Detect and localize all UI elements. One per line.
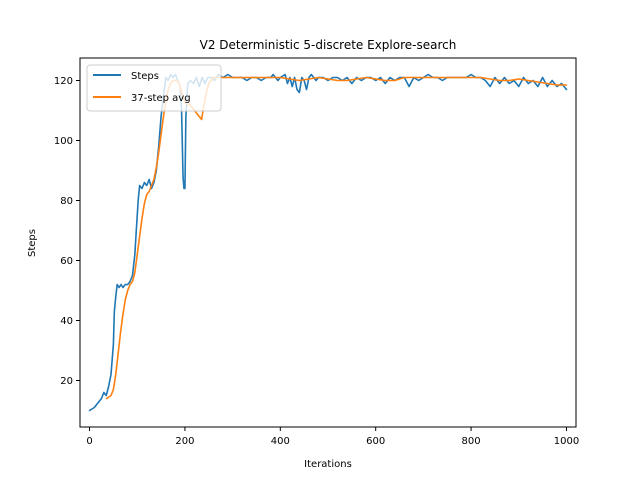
x-tick-label: 0 [86,436,92,447]
y-axis-label: Steps [27,229,38,257]
legend: Steps 37-step avg [86,64,222,112]
x-tick-label: 200 [175,436,194,447]
y-tick-label: 60 [60,256,73,267]
x-tick-label: 400 [271,436,290,447]
x-axis-label: Iterations [304,459,352,470]
y-tick-label: 20 [60,376,73,387]
x-tick-label: 600 [366,436,385,447]
x-tick-label: 1000 [554,436,579,447]
y-tick-label: 120 [54,76,73,87]
x-tick-label: 800 [462,436,481,447]
chart-title: V2 Deterministic 5-discrete Explore-sear… [200,38,457,52]
legend-label-steps: Steps [131,71,159,82]
legend-box [86,64,222,112]
y-tick-label: 80 [60,196,73,207]
x-axis-ticks: 0 200 400 600 800 1000 [86,427,579,447]
y-tick-label: 40 [60,316,73,327]
axes-frame [79,57,577,428]
y-axis-ticks: 20 40 60 80 100 120 [54,76,80,387]
y-tick-label: 100 [54,136,73,147]
legend-label-37-step-avg: 37-step avg [131,93,191,104]
